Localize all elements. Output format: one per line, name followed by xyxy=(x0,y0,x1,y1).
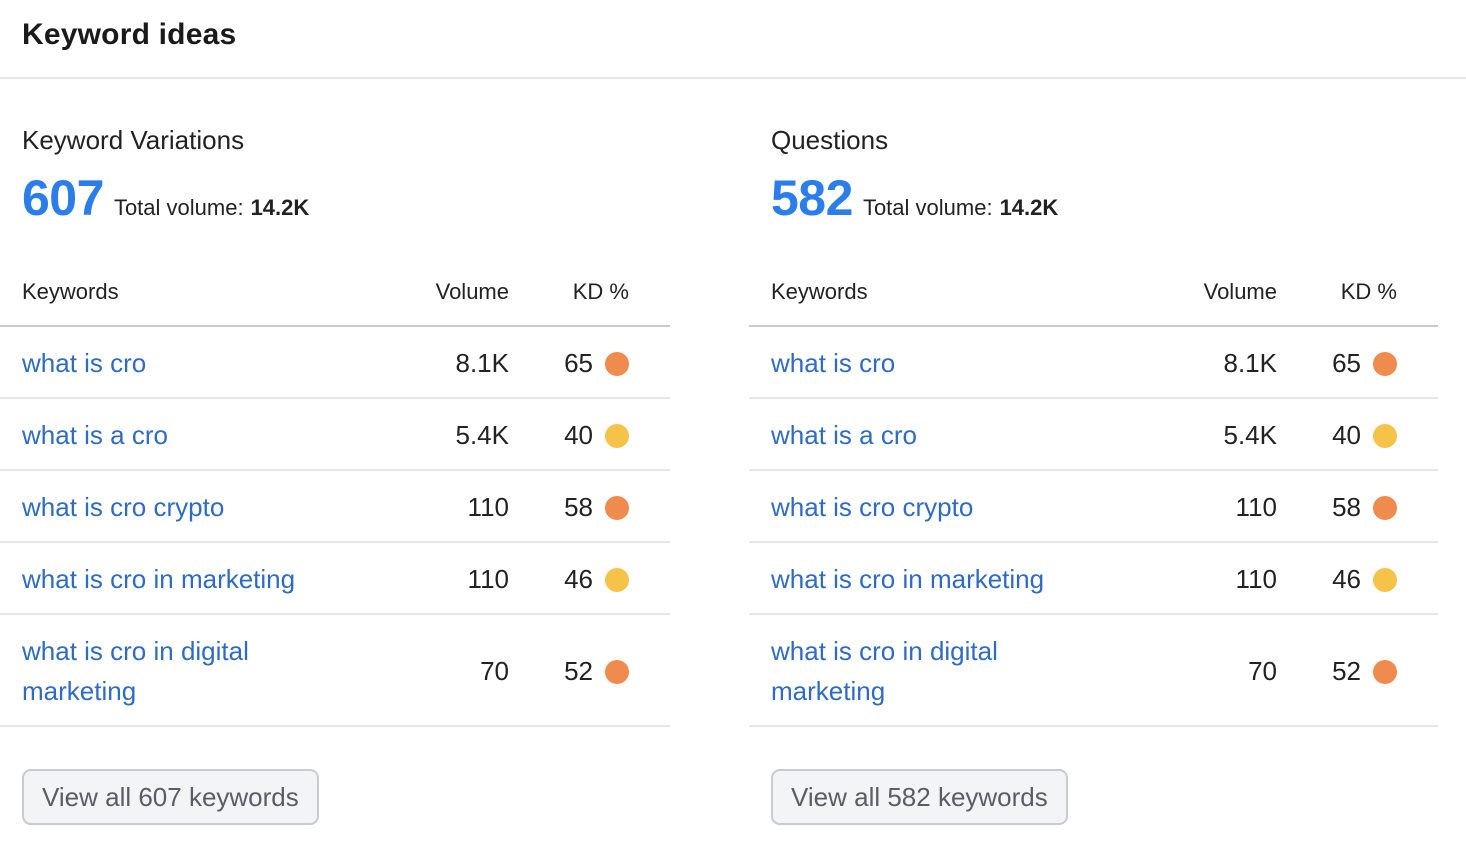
kd-value: 46 xyxy=(1332,564,1361,594)
volume-value: 70 xyxy=(480,656,509,686)
volume-value: 70 xyxy=(1248,656,1277,686)
keyword-link[interactable]: what is cro crypto xyxy=(771,492,974,522)
volume-value: 110 xyxy=(467,492,509,522)
table-row: what is cro in marketing 110 46 xyxy=(749,543,1438,615)
table-row: what is a cro 5.4K 40 xyxy=(749,399,1438,471)
table-row: what is cro 8.1K 65 xyxy=(0,327,670,399)
table-row: what is cro in digital marketing 70 52 xyxy=(0,615,670,727)
keyword-link[interactable]: what is cro in marketing xyxy=(771,564,1045,594)
column-header-keywords: Keywords xyxy=(771,279,868,304)
table-row: what is a cro 5.4K 40 xyxy=(0,399,670,471)
volume-value: 5.4K xyxy=(455,420,510,450)
panel-title: Questions xyxy=(771,125,889,155)
kd-value: 65 xyxy=(1332,348,1361,378)
kd-difficulty-dot-icon xyxy=(1373,351,1397,376)
total-volume-value: 14.2K xyxy=(999,195,1059,220)
view-all-keywords-button[interactable]: View all 607 keywords xyxy=(22,769,319,825)
kd-difficulty-dot-icon xyxy=(1373,659,1397,684)
column-header-volume: Volume xyxy=(1203,279,1277,304)
kd-cell: 65 xyxy=(1332,348,1397,379)
kd-difficulty-dot-icon xyxy=(605,495,629,520)
table-row: what is cro in digital marketing 70 52 xyxy=(749,615,1438,727)
kd-value: 52 xyxy=(564,656,593,686)
widget-title: Keyword ideas xyxy=(22,17,237,51)
kd-cell: 58 xyxy=(1332,492,1397,523)
volume-value: 110 xyxy=(467,564,509,594)
kd-value: 46 xyxy=(564,564,593,594)
volume-value: 8.1K xyxy=(455,348,510,378)
kd-cell: 46 xyxy=(1332,564,1397,595)
total-volume-label: Total volume: xyxy=(113,195,244,220)
kd-difficulty-dot-icon xyxy=(605,567,629,592)
keywords-table: Keywords Volume KD % what is cro 8.1K 65… xyxy=(749,275,1438,727)
table-row: what is cro in marketing 110 46 xyxy=(0,543,670,615)
keyword-link[interactable]: what is cro xyxy=(771,348,896,378)
keyword-link[interactable]: what is cro xyxy=(22,348,147,378)
column-header-keywords: Keywords xyxy=(22,279,119,304)
table-header: Keywords Volume KD % xyxy=(749,275,1438,327)
kd-value: 40 xyxy=(564,420,593,450)
keyword-link[interactable]: what is cro in digital marketing xyxy=(22,636,249,706)
kd-value: 52 xyxy=(1332,656,1361,686)
kd-difficulty-dot-icon xyxy=(605,423,629,448)
kd-cell: 40 xyxy=(564,420,629,451)
table-row: what is cro 8.1K 65 xyxy=(749,327,1438,399)
kd-value: 58 xyxy=(1332,492,1361,522)
table-row: what is cro crypto 110 58 xyxy=(0,471,670,543)
total-volume-label: Total volume: xyxy=(862,195,993,220)
panel-summary: 607 Total volume: 14.2K xyxy=(22,169,309,227)
volume-value: 110 xyxy=(1235,564,1277,594)
kd-value: 40 xyxy=(1332,420,1361,450)
kd-cell: 40 xyxy=(1332,420,1397,451)
volume-value: 110 xyxy=(1235,492,1277,522)
kd-difficulty-dot-icon xyxy=(1373,567,1397,592)
keyword-link[interactable]: what is a cro xyxy=(22,420,168,450)
keyword-count[interactable]: 607 xyxy=(22,170,104,226)
kd-difficulty-dot-icon xyxy=(605,351,629,376)
widget-header: Keyword ideas xyxy=(0,0,1466,79)
column-header-kd: KD % xyxy=(1340,279,1397,304)
kd-difficulty-dot-icon xyxy=(1373,423,1397,448)
keyword-count[interactable]: 582 xyxy=(771,170,853,226)
total-volume-value: 14.2K xyxy=(250,195,310,220)
column-header-kd: KD % xyxy=(572,279,629,304)
table-header: Keywords Volume KD % xyxy=(0,275,670,327)
panel-title: Keyword Variations xyxy=(22,125,245,155)
keyword-link[interactable]: what is cro in digital marketing xyxy=(771,636,998,706)
kd-cell: 52 xyxy=(564,656,629,687)
kd-difficulty-dot-icon xyxy=(1373,495,1397,520)
kd-cell: 46 xyxy=(564,564,629,595)
volume-value: 8.1K xyxy=(1223,348,1278,378)
column-header-volume: Volume xyxy=(435,279,509,304)
panels: Keyword Variations 607 Total volume: 14.… xyxy=(0,79,1466,848)
kd-value: 65 xyxy=(564,348,593,378)
table-row: what is cro crypto 110 58 xyxy=(749,471,1438,543)
keyword-link[interactable]: what is cro in marketing xyxy=(22,564,296,594)
keyword-link[interactable]: what is a cro xyxy=(771,420,917,450)
kd-cell: 58 xyxy=(564,492,629,523)
kd-difficulty-dot-icon xyxy=(605,659,629,684)
view-all-keywords-button[interactable]: View all 582 keywords xyxy=(771,769,1068,825)
kd-cell: 52 xyxy=(1332,656,1397,687)
kd-cell: 65 xyxy=(564,348,629,379)
kd-value: 58 xyxy=(564,492,593,522)
keywords-table: Keywords Volume KD % what is cro 8.1K 65… xyxy=(0,275,670,727)
volume-value: 5.4K xyxy=(1223,420,1278,450)
panel-summary: 582 Total volume: 14.2K xyxy=(771,169,1058,227)
keyword-link[interactable]: what is cro crypto xyxy=(22,492,225,522)
